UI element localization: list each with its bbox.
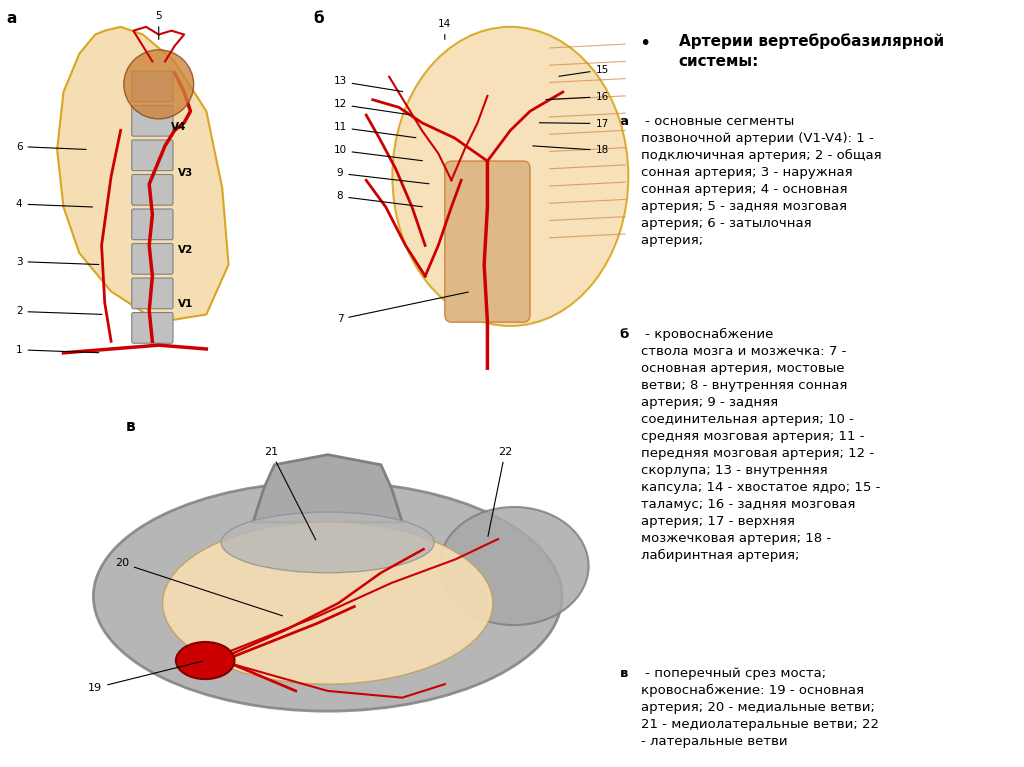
Text: 22: 22 [488, 446, 512, 536]
Text: •: • [639, 34, 650, 53]
Text: V2: V2 [178, 245, 193, 255]
Ellipse shape [439, 507, 589, 625]
Text: 6: 6 [16, 142, 86, 152]
FancyBboxPatch shape [132, 175, 173, 206]
Ellipse shape [221, 512, 434, 573]
Polygon shape [253, 455, 402, 522]
FancyBboxPatch shape [444, 161, 530, 322]
Text: 20: 20 [115, 558, 283, 616]
Text: 19: 19 [88, 661, 203, 693]
Ellipse shape [392, 27, 629, 326]
FancyBboxPatch shape [132, 244, 173, 275]
Text: 16: 16 [546, 92, 608, 102]
Circle shape [176, 642, 234, 679]
FancyBboxPatch shape [132, 140, 173, 171]
Polygon shape [57, 27, 228, 322]
Text: б: б [620, 328, 629, 341]
Text: 18: 18 [532, 146, 608, 156]
Text: 9: 9 [337, 169, 429, 184]
Text: 2: 2 [16, 307, 102, 317]
Ellipse shape [93, 482, 562, 711]
Text: 1: 1 [16, 345, 98, 355]
Text: 17: 17 [540, 119, 608, 129]
Ellipse shape [124, 50, 194, 119]
Text: 5: 5 [156, 12, 162, 39]
Text: 11: 11 [334, 123, 416, 138]
FancyBboxPatch shape [132, 313, 173, 344]
FancyBboxPatch shape [132, 71, 173, 102]
FancyBboxPatch shape [132, 209, 173, 239]
FancyBboxPatch shape [132, 278, 173, 309]
Text: 14: 14 [438, 19, 452, 39]
Text: 15: 15 [559, 65, 608, 76]
Text: 7: 7 [337, 292, 468, 324]
Text: 21: 21 [264, 446, 315, 540]
FancyBboxPatch shape [132, 106, 173, 137]
Text: а: а [620, 115, 629, 128]
Text: 10: 10 [334, 146, 423, 161]
Text: в: в [620, 667, 628, 680]
Ellipse shape [163, 522, 493, 684]
Text: V3: V3 [178, 169, 193, 179]
Text: 13: 13 [334, 77, 402, 91]
Text: 3: 3 [16, 257, 98, 267]
Text: - поперечный срез моста;
кровоснабжение: 19 - основная
артерия; 20 - медиальные : - поперечный срез моста; кровоснабжение:… [641, 667, 880, 748]
Text: в: в [125, 419, 135, 434]
Text: 8: 8 [337, 192, 423, 207]
Text: - основные сегменты
позвоночной артерии (V1-V4): 1 -
подключичная артерия; 2 - о: - основные сегменты позвоночной артерии … [641, 115, 882, 247]
Text: - кровоснабжение
ствола мозга и мозжечка: 7 -
основная артерия, мостовые
ветви; : - кровоснабжение ствола мозга и мозжечка… [641, 328, 881, 562]
Text: а: а [6, 11, 16, 26]
Text: б: б [313, 11, 325, 26]
Text: V4: V4 [171, 123, 186, 133]
Text: 4: 4 [16, 199, 92, 209]
Text: Артерии вертебробазилярной
системы:: Артерии вертебробазилярной системы: [679, 34, 944, 69]
Text: V1: V1 [178, 299, 193, 309]
Text: 12: 12 [334, 100, 410, 114]
